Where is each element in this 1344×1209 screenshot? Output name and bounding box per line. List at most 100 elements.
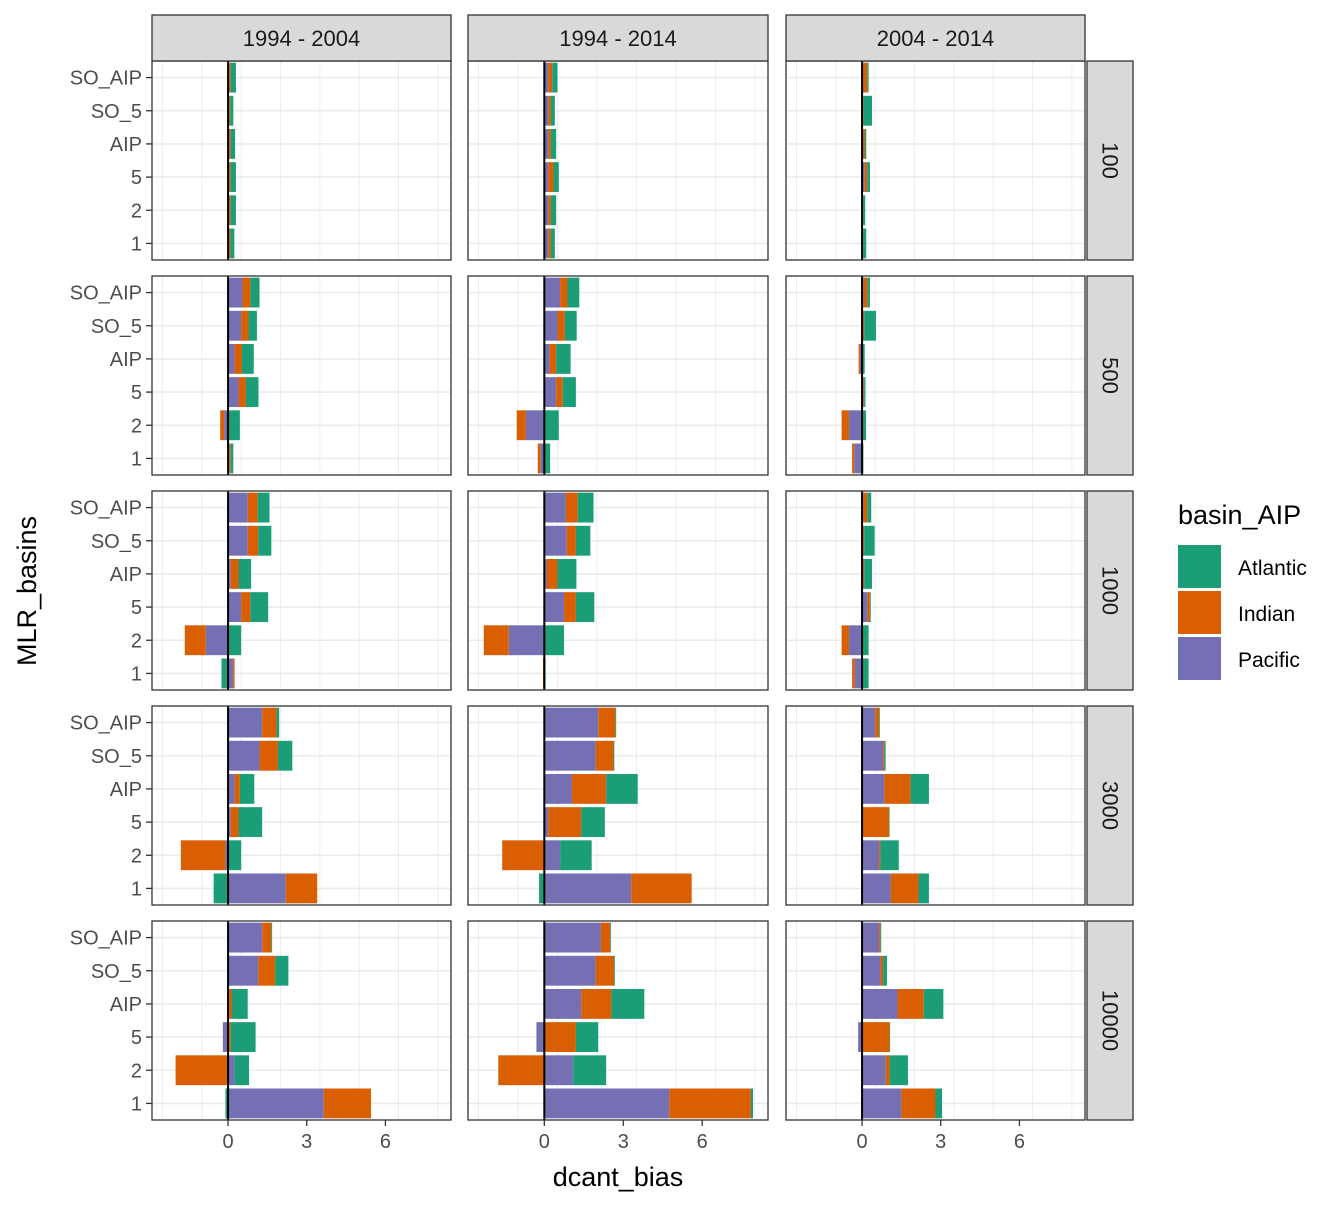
bar-atlantic-5 (889, 1022, 891, 1053)
panel-500-1994-2004 (151, 275, 452, 476)
bar-indian-5 (230, 807, 239, 838)
column-strip-1994-2004: 1994 - 2004 (151, 14, 452, 62)
bar-atlantic-2 (573, 1055, 607, 1086)
panel-background (468, 61, 768, 260)
bar-pacific-so-5 (228, 955, 259, 986)
bar-indian-2 (548, 195, 551, 226)
bar-indian-so-aip (600, 922, 611, 953)
bar-atlantic-2 (228, 410, 240, 441)
bar-atlantic-aip (241, 343, 254, 374)
legend-label: Pacific (1238, 649, 1300, 672)
bar-pacific-so-aip (544, 277, 561, 308)
bar-atlantic-1 (862, 658, 869, 689)
bar-atlantic-so-aip (867, 492, 872, 523)
bar-indian-5 (241, 592, 251, 623)
strip-background (151, 14, 452, 62)
bar-atlantic-aip (862, 343, 865, 374)
bar-indian-aip (229, 988, 232, 1019)
x-axis-2004-2014: 0 3 6 (856, 1120, 1025, 1153)
bar-atlantic-2 (230, 195, 236, 226)
panel-10000-1994-2004 (151, 920, 452, 1121)
bar-atlantic-so-5 (864, 525, 875, 556)
bar-atlantic-aip (606, 773, 638, 804)
bar-indian-2 (841, 410, 849, 441)
bar-pacific-so-aip (228, 277, 243, 308)
bar-atlantic-5 (562, 377, 576, 408)
y-axis-100: SO_AIP SO_5 AIP 5 2 1 (70, 68, 152, 255)
bar-indian-5 (556, 377, 563, 408)
bar-indian-2 (885, 1055, 890, 1086)
bar-atlantic-aip (910, 773, 929, 804)
bar-atlantic-5 (864, 377, 866, 408)
bar-indian-so-5 (862, 310, 865, 341)
panel-1000-2004-2014 (785, 490, 1086, 691)
row-strip-100: 100 (1086, 60, 1134, 261)
bar-indian-so-5 (228, 95, 231, 126)
bar-pacific-so-5 (228, 310, 242, 341)
bar-atlantic-so-aip (250, 277, 260, 308)
bar-atlantic-aip (557, 558, 577, 589)
bar-indian-so-aip (598, 707, 616, 738)
bar-indian-so-aip (879, 922, 881, 953)
bar-atlantic-so-5 (258, 525, 272, 556)
bar-indian-5 (548, 162, 554, 193)
y-tick-label: 2 (131, 1060, 142, 1082)
panel-10000-1994-2014 (467, 920, 769, 1121)
bar-atlantic-5 (245, 377, 259, 408)
bar-pacific-2 (224, 410, 229, 441)
bar-pacific-so-aip (544, 492, 566, 523)
y-tick-label: 1 (131, 663, 142, 685)
bar-indian-so-5 (258, 955, 276, 986)
bar-indian-1 (852, 443, 855, 474)
bar-atlantic-so-5 (575, 525, 591, 556)
y-tick-label: SO_AIP (70, 68, 142, 90)
bar-indian-so-5 (595, 955, 615, 986)
bar-pacific-1 (228, 1088, 324, 1119)
bar-pacific-so-5 (544, 95, 549, 126)
bar-pacific-2 (862, 840, 880, 871)
bar-indian-aip (230, 558, 239, 589)
bar-pacific-2 (544, 195, 549, 226)
bar-pacific-2 (525, 410, 545, 441)
y-tick-label: 5 (131, 812, 142, 834)
bar-indian-aip (897, 988, 924, 1019)
bar-indian-1 (901, 1088, 936, 1119)
panel-background (152, 276, 451, 475)
y-axis-500: SO_AIP SO_5 AIP 5 2 1 (70, 283, 152, 470)
legend-item-pacific: Pacific (1178, 637, 1300, 680)
bar-pacific-1 (540, 443, 545, 474)
y-tick-label: 5 (131, 382, 142, 404)
bar-atlantic-aip (550, 128, 557, 159)
y-tick-label: SO_AIP (70, 283, 142, 305)
legend-item-indian: Indian (1178, 591, 1295, 634)
bar-indian-aip (234, 773, 240, 804)
y-tick-label: AIP (110, 994, 142, 1016)
panel-border (467, 705, 769, 906)
bar-atlantic-so-5 (550, 95, 555, 126)
bar-indian-so-5 (259, 740, 278, 771)
bar-pacific-1 (544, 1088, 670, 1119)
bar-indian-5 (564, 592, 576, 623)
y-tick-label: AIP (110, 134, 142, 156)
bar-pacific-2 (848, 625, 863, 656)
bar-indian-aip (858, 343, 860, 374)
bar-pacific-5 (544, 377, 557, 408)
bar-atlantic-so-aip (610, 922, 611, 953)
bar-indian-so-5 (566, 525, 576, 556)
panel-border (785, 920, 1086, 1121)
bar-pacific-2 (205, 625, 229, 656)
bar-pacific-aip (859, 343, 863, 374)
panel-border (151, 920, 452, 1121)
bar-indian-so-5 (595, 740, 614, 771)
bar-indian-so-aip (242, 277, 251, 308)
bar-indian-aip (548, 128, 551, 159)
bar-indian-so-aip (262, 922, 272, 953)
bar-atlantic-1 (935, 1088, 943, 1119)
bar-atlantic-1 (863, 228, 867, 259)
bar-atlantic-so-5 (248, 310, 257, 341)
bar-indian-5 (228, 162, 231, 193)
bar-atlantic-so-aip (257, 492, 270, 523)
y-tick-label: SO_AIP (70, 498, 142, 520)
y-axis-1000: SO_AIP SO_5 AIP 5 2 1 (70, 498, 152, 685)
